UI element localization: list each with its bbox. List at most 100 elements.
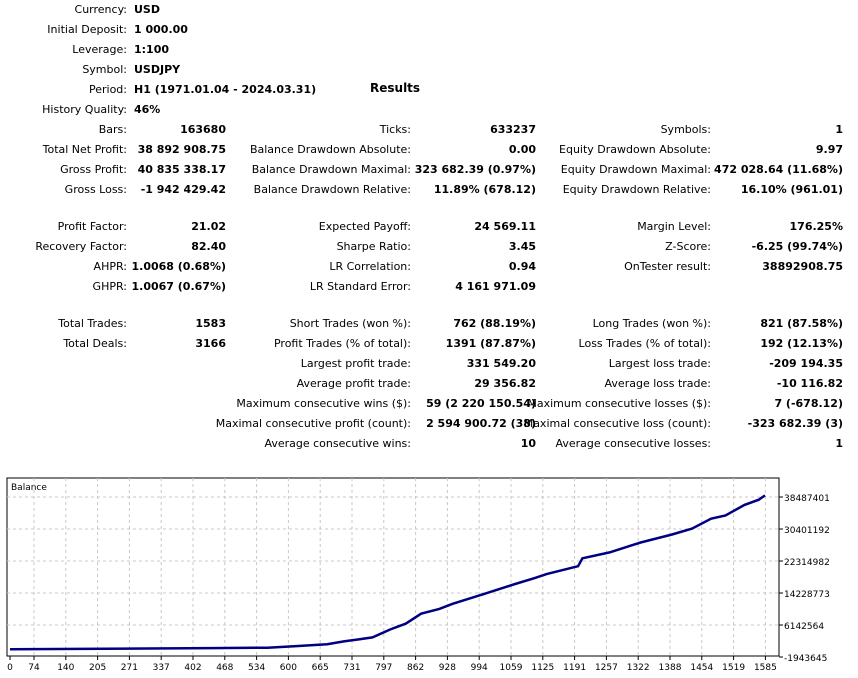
stat-label: Profit Factor: [57, 220, 127, 233]
y-tick-label: 22314982 [784, 558, 830, 568]
stat-label: Gross Loss: [64, 183, 127, 196]
stat-label: Total Net Profit: [42, 143, 127, 156]
setting-value: 46% [134, 103, 161, 116]
stat-label: Equity Drawdown Relative: [562, 183, 711, 196]
setting-label: Currency: [74, 3, 127, 16]
x-tick-label: 994 [471, 663, 488, 673]
x-tick-label: 1585 [754, 663, 777, 673]
x-tick-label: 1454 [690, 663, 713, 673]
stat-value: 7 (-678.12) [774, 397, 843, 410]
x-tick-label: 1322 [627, 663, 650, 673]
stat-label: Equity Drawdown Absolute: [559, 143, 711, 156]
stat-label: Short Trades (won %): [289, 317, 411, 330]
y-tick-label: 38487401 [784, 494, 830, 504]
x-tick-label: 1519 [722, 663, 745, 673]
stat-value: 1.0068 (0.68%) [131, 260, 227, 273]
chart-frame [6, 477, 780, 657]
setting-label: History Quality: [42, 103, 127, 116]
setting-label: Initial Deposit: [47, 23, 127, 36]
stat-value: 0.94 [508, 260, 536, 273]
stat-label: Maximal consecutive profit (count): [215, 417, 411, 430]
x-tick-label: 271 [121, 663, 138, 673]
stat-label: Profit Trades (% of total): [273, 337, 411, 350]
stat-label: Margin Level: [637, 220, 711, 233]
stat-label: Recovery Factor: [35, 240, 127, 253]
stat-label: Ticks: [379, 123, 411, 136]
stat-label: Sharpe Ratio: [336, 240, 411, 253]
stat-label: Long Trades (won %): [592, 317, 711, 330]
x-tick-label: 0 [7, 663, 13, 673]
stat-value: 38892908.75 [762, 260, 843, 273]
stat-label: GHPR: [92, 280, 127, 293]
stat-value: 762 (88.19%) [453, 317, 536, 330]
stat-value: 192 (12.13%) [760, 337, 843, 350]
x-tick-label: 600 [280, 663, 297, 673]
stat-value: 1583 [195, 317, 226, 330]
chart-title: Balance [11, 483, 47, 493]
x-tick-label: 928 [439, 663, 456, 673]
stat-label: Average loss trade: [604, 377, 711, 390]
x-tick-label: 797 [375, 663, 392, 673]
stat-label: Total Deals: [63, 337, 127, 350]
stat-label: Largest profit trade: [300, 357, 411, 370]
stat-value: -209 194.35 [769, 357, 843, 370]
stat-value: 59 (2 220 150.54) [426, 397, 536, 410]
stat-value: 323 682.39 (0.97%) [414, 163, 536, 176]
stat-label: AHPR: [93, 260, 127, 273]
stat-label: Expected Payoff: [318, 220, 411, 233]
stat-value: 82.40 [191, 240, 226, 253]
stat-label: Loss Trades (% of total): [578, 337, 711, 350]
stat-label: Maximum consecutive losses ($): [527, 397, 711, 410]
setting-value: USD [134, 3, 160, 16]
y-tick-label: 14228773 [784, 590, 830, 600]
stat-value: 1.0067 (0.67%) [131, 280, 227, 293]
stat-label: LR Standard Error: [309, 280, 411, 293]
stat-value: 4 161 971.09 [455, 280, 536, 293]
stat-value: 10 [520, 437, 536, 450]
stat-value: -6.25 (99.74%) [751, 240, 843, 253]
stat-value: 1 [835, 123, 843, 136]
stat-value: 9.97 [815, 143, 843, 156]
x-tick-label: 1191 [563, 663, 586, 673]
stat-label: Balance Drawdown Absolute: [249, 143, 411, 156]
x-tick-label: 1388 [659, 663, 682, 673]
stat-value: 24 569.11 [474, 220, 536, 233]
x-tick-label: 534 [248, 663, 265, 673]
x-tick-label: 74 [28, 663, 40, 673]
stat-value: 331 549.20 [466, 357, 536, 370]
y-tick-label: -1943645 [784, 654, 827, 664]
stat-value: -1 942 429.42 [140, 183, 226, 196]
stat-value: 29 356.82 [474, 377, 536, 390]
stat-label: Balance Drawdown Relative: [253, 183, 411, 196]
stat-label: LR Correlation: [329, 260, 411, 273]
stat-value: 0.00 [508, 143, 536, 156]
setting-label: Symbol: [82, 63, 127, 76]
setting-value: USDJPY [134, 63, 181, 76]
stat-label: Bars: [98, 123, 127, 136]
stat-label: Maximum consecutive wins ($): [236, 397, 411, 410]
stat-value: -10 116.82 [776, 377, 843, 390]
stat-value: 16.10% (961.01) [740, 183, 843, 196]
stat-value: 821 (87.58%) [760, 317, 843, 330]
x-tick-label: 731 [343, 663, 360, 673]
x-tick-label: 468 [216, 663, 233, 673]
setting-label: Period: [88, 83, 127, 96]
stat-value: 3166 [195, 337, 226, 350]
setting-label: Leverage: [72, 43, 127, 56]
stat-value: 38 892 908.75 [137, 143, 226, 156]
stat-value: 21.02 [191, 220, 226, 233]
x-tick-label: 665 [312, 663, 329, 673]
stat-value: -323 682.39 (3) [747, 417, 843, 430]
x-tick-label: 1059 [500, 663, 523, 673]
stat-label: Average profit trade: [296, 377, 411, 390]
stat-value: 176.25% [789, 220, 843, 233]
stat-value: 633237 [490, 123, 536, 136]
x-tick-label: 402 [184, 663, 201, 673]
stat-label: Balance Drawdown Maximal: [251, 163, 411, 176]
setting-value: 1 000.00 [134, 23, 188, 36]
stat-value: 1391 (87.87%) [445, 337, 536, 350]
stat-label: Gross Profit: [60, 163, 127, 176]
stat-label: Z-Score: [665, 240, 711, 253]
stat-label: Average consecutive losses: [555, 437, 711, 450]
results-title: Results [370, 81, 421, 95]
